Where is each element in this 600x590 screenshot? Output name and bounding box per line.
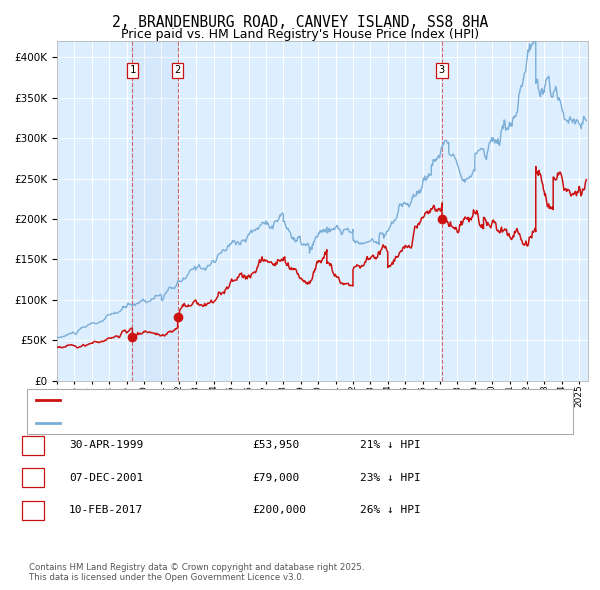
- Text: 1: 1: [129, 65, 136, 75]
- Text: 2, BRANDENBURG ROAD, CANVEY ISLAND, SS8 8HA (semi-detached house): 2, BRANDENBURG ROAD, CANVEY ISLAND, SS8 …: [64, 395, 457, 405]
- Text: 21% ↓ HPI: 21% ↓ HPI: [360, 441, 421, 450]
- Text: HPI: Average price, semi-detached house, Castle Point: HPI: Average price, semi-detached house,…: [64, 418, 348, 428]
- Text: 1: 1: [29, 441, 37, 450]
- Text: This data is licensed under the Open Government Licence v3.0.: This data is licensed under the Open Gov…: [29, 573, 304, 582]
- Text: 3: 3: [29, 506, 37, 515]
- Text: 30-APR-1999: 30-APR-1999: [69, 441, 143, 450]
- Bar: [133, 41, 178, 381]
- Text: Contains HM Land Registry data © Crown copyright and database right 2025.: Contains HM Land Registry data © Crown c…: [29, 563, 364, 572]
- Text: Price paid vs. HM Land Registry's House Price Index (HPI): Price paid vs. HM Land Registry's House …: [121, 28, 479, 41]
- Text: 26% ↓ HPI: 26% ↓ HPI: [360, 506, 421, 515]
- Text: £79,000: £79,000: [252, 473, 299, 483]
- Text: 2: 2: [175, 65, 181, 75]
- Text: 3: 3: [439, 65, 445, 75]
- Text: 2: 2: [29, 473, 37, 483]
- Text: 2, BRANDENBURG ROAD, CANVEY ISLAND, SS8 8HA: 2, BRANDENBURG ROAD, CANVEY ISLAND, SS8 …: [112, 15, 488, 30]
- Text: £53,950: £53,950: [252, 441, 299, 450]
- Text: £200,000: £200,000: [252, 506, 306, 515]
- Text: 07-DEC-2001: 07-DEC-2001: [69, 473, 143, 483]
- Text: 23% ↓ HPI: 23% ↓ HPI: [360, 473, 421, 483]
- Text: 10-FEB-2017: 10-FEB-2017: [69, 506, 143, 515]
